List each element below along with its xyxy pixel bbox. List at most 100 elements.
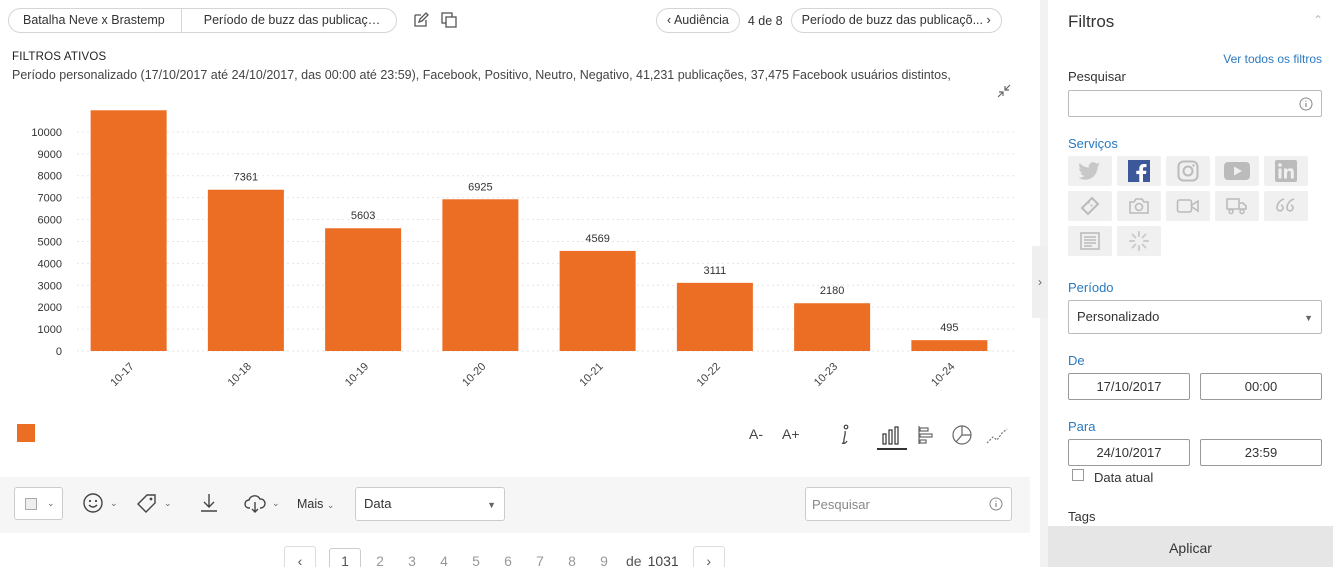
next-widget-button[interactable]: Período de buzz das publicaçõ... ›: [790, 8, 1002, 33]
duplicate-icon[interactable]: [440, 11, 458, 29]
bar[interactable]: [911, 340, 988, 351]
see-all-filters-link[interactable]: Ver todos os filtros: [1223, 52, 1322, 66]
font-increase-button[interactable]: A+: [782, 426, 800, 442]
from-date-input[interactable]: 17/10/2017: [1068, 373, 1190, 400]
page-number[interactable]: 9: [600, 553, 608, 567]
select-all-button[interactable]: ⌄: [14, 487, 63, 520]
page-number[interactable]: 7: [536, 553, 544, 567]
breadcrumb-item-report[interactable]: Período de buzz das publicaçõ...: [203, 13, 386, 27]
photo-service-toggle[interactable]: [1117, 191, 1161, 221]
other-service-toggle[interactable]: [1117, 226, 1161, 256]
instagram-service-toggle[interactable]: [1166, 156, 1210, 186]
twitter-icon: [1079, 162, 1100, 180]
bar[interactable]: [325, 228, 402, 351]
collapse-icon[interactable]: [996, 83, 1012, 99]
chevron-left-icon: ‹: [667, 13, 672, 27]
y-tick-label: 4000: [38, 258, 62, 270]
y-tick-label: 6000: [38, 215, 62, 227]
horizontal-bar-chart-icon[interactable]: [915, 424, 939, 446]
panel-toggle-button[interactable]: ›: [1032, 246, 1048, 318]
page-number[interactable]: 6: [504, 553, 512, 567]
tag-icon[interactable]: [135, 491, 159, 515]
chevron-right-icon: ›: [986, 13, 991, 27]
facebook-service-toggle[interactable]: [1117, 156, 1161, 186]
bar[interactable]: [90, 110, 167, 351]
font-decrease-button[interactable]: A-: [749, 426, 763, 442]
x-tick-label: 10-21: [577, 361, 605, 389]
page-number-current[interactable]: 1: [329, 548, 361, 567]
chevron-up-icon[interactable]: ⌃: [1313, 13, 1324, 27]
y-tick-label: 2000: [38, 302, 62, 314]
chevron-down-icon[interactable]: ⌄: [164, 498, 172, 508]
previous-widget-button[interactable]: ‹ Audiência: [656, 8, 740, 33]
bar[interactable]: [559, 250, 636, 351]
period-select[interactable]: Personalizado ▼: [1068, 300, 1322, 334]
to-date-input[interactable]: 24/10/2017: [1068, 439, 1190, 466]
active-filters-heading: FILTROS ATIVOS: [12, 51, 107, 63]
y-tick-label: 10000: [31, 127, 62, 139]
breadcrumb: Batalha Neve x Brastemp Período de buzz …: [8, 8, 397, 33]
edit-icon[interactable]: [412, 11, 430, 29]
bar[interactable]: [207, 189, 284, 351]
download-icon[interactable]: [197, 491, 221, 515]
bar-chart-icon[interactable]: [880, 424, 904, 446]
line-chart-icon[interactable]: [985, 424, 1009, 446]
buzz-bar-chart: 0 1000 2000 3000 4000 5000 6000 7000 8000 9000 100…: [31, 110, 1015, 389]
more-menu-button[interactable]: Mais ⌄: [297, 497, 334, 511]
bar[interactable]: [794, 303, 871, 351]
quotes-service-toggle[interactable]: [1264, 191, 1308, 221]
next-page-button[interactable]: ›: [692, 546, 725, 567]
pie-chart-icon[interactable]: [950, 424, 974, 446]
page-number[interactable]: 8: [568, 553, 576, 567]
data-label: 3111: [703, 265, 726, 277]
bar[interactable]: [676, 282, 753, 351]
select-all-checkbox[interactable]: [25, 498, 37, 510]
delivery-service-toggle[interactable]: [1215, 191, 1259, 221]
sort-select[interactable]: Data ▼: [355, 487, 505, 521]
y-tick-label: 0: [56, 346, 62, 358]
caret-down-icon: ▼: [1304, 313, 1313, 323]
panel-title: Filtros: [1068, 12, 1115, 31]
info-icon[interactable]: [1299, 97, 1313, 111]
x-tick-label: 10-24: [929, 361, 957, 389]
page-number[interactable]: 3: [408, 553, 416, 567]
data-label: 495: [940, 322, 958, 334]
y-tick-label: 9000: [38, 149, 62, 161]
facebook-icon: [1128, 160, 1150, 182]
from-time-input[interactable]: 00:00: [1200, 373, 1322, 400]
previous-page-button[interactable]: ‹: [284, 546, 316, 567]
widget-navigation: ‹ Audiência 4 de 8 Período de buzz das p…: [656, 8, 1002, 33]
video-service-toggle[interactable]: [1166, 191, 1210, 221]
annotation-icon[interactable]: [832, 424, 856, 446]
x-tick-label: 10-23: [812, 361, 840, 389]
instagram-icon: [1177, 160, 1199, 182]
page-number[interactable]: 2: [376, 553, 384, 567]
page-number[interactable]: 4: [440, 553, 448, 567]
ticket-icon: [1080, 196, 1100, 216]
y-tick-label: 7000: [38, 193, 62, 205]
list-search-input[interactable]: [805, 487, 1012, 521]
video-icon: [1176, 199, 1199, 213]
y-tick-label: 5000: [38, 236, 62, 248]
info-icon[interactable]: [989, 497, 1003, 511]
page-total[interactable]: 1031: [647, 553, 679, 567]
data-label: 7361: [234, 172, 258, 184]
to-time-input[interactable]: 23:59: [1200, 439, 1322, 466]
chevron-down-icon[interactable]: ⌄: [110, 498, 118, 508]
cloud-download-icon[interactable]: [243, 491, 267, 515]
chevron-down-icon[interactable]: ⌄: [272, 498, 280, 508]
page-number[interactable]: 5: [472, 553, 480, 567]
breadcrumb-item-project[interactable]: Batalha Neve x Brastemp: [9, 9, 182, 32]
current-date-checkbox[interactable]: [1072, 469, 1084, 481]
legend-swatch[interactable]: [17, 424, 35, 442]
panel-search-input[interactable]: [1068, 90, 1322, 117]
bar[interactable]: [442, 199, 519, 351]
reclame-service-toggle[interactable]: [1068, 191, 1112, 221]
filters-panel: Filtros ⌃ Ver todos os filtros Pesquisar…: [1048, 0, 1333, 567]
news-service-toggle[interactable]: [1068, 226, 1112, 256]
sentiment-icon[interactable]: [81, 491, 105, 515]
apply-button[interactable]: Aplicar: [1048, 526, 1333, 567]
linkedin-service-toggle[interactable]: [1264, 156, 1308, 186]
twitter-service-toggle[interactable]: [1068, 156, 1112, 186]
youtube-service-toggle[interactable]: [1215, 156, 1259, 186]
